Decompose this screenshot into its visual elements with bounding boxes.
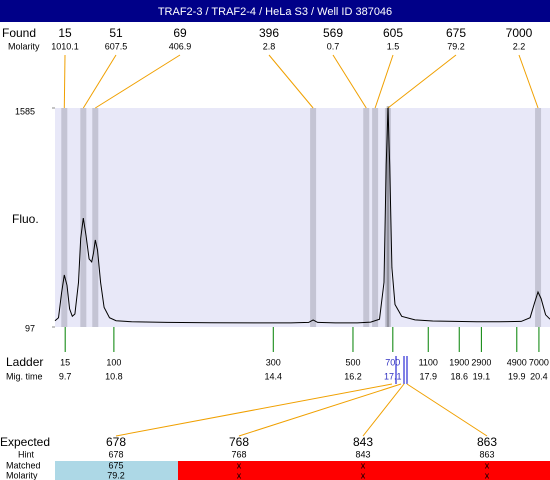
found-molarity: 2.2 <box>513 41 526 51</box>
found-molarity: 406.9 <box>169 41 192 51</box>
found-molarity: 2.8 <box>263 41 276 51</box>
peak-band <box>61 108 68 327</box>
hint-value: 863 <box>479 449 494 459</box>
expected-connector <box>406 383 488 437</box>
matched-molarity: x <box>361 470 366 480</box>
expected-label: Expected <box>0 435 50 449</box>
ladder-size: 15 <box>60 357 70 367</box>
peak-connector <box>95 54 181 109</box>
matched-value: x <box>237 460 242 470</box>
found-molarity: 1010.1 <box>51 41 79 51</box>
ladder-size: 1900 <box>449 357 469 367</box>
found-size: 396 <box>259 26 279 40</box>
peak-connector <box>332 54 367 109</box>
peak-connector <box>82 54 117 109</box>
expected-size: 863 <box>477 435 497 449</box>
found-size: 569 <box>323 26 343 40</box>
found-size: 51 <box>109 26 123 40</box>
hint-value: 678 <box>108 449 123 459</box>
found-molarity: 79.2 <box>447 41 465 51</box>
ladder-size: 700 <box>385 357 400 367</box>
ladder-time: 19.9 <box>508 371 526 381</box>
expected-size: 678 <box>106 435 126 449</box>
ladder-time: 20.4 <box>530 371 548 381</box>
ladder-size: 500 <box>345 357 360 367</box>
matched-molarity: x <box>237 470 242 480</box>
title-bar <box>0 0 550 22</box>
ladder-time: 17.1 <box>384 371 402 381</box>
found-size: 15 <box>58 26 72 40</box>
chart-title: TRAF2-3 / TRAF2-4 / HeLa S3 / Well ID 38… <box>158 6 392 18</box>
mig-time-label: Mig. time <box>6 371 43 381</box>
y-tick-label: 97 <box>25 323 35 333</box>
ladder-time: 17.9 <box>419 371 437 381</box>
ladder-time: 10.8 <box>105 371 123 381</box>
ladder-time: 14.4 <box>265 371 283 381</box>
expected-connector <box>238 383 402 437</box>
matched-label: Matched <box>6 460 41 470</box>
matched-cell <box>55 461 178 480</box>
found-size: 605 <box>383 26 403 40</box>
matched-value: x <box>485 460 490 470</box>
peak-connector <box>374 54 394 109</box>
peak-band <box>92 108 99 327</box>
peak-band <box>310 108 317 327</box>
expected-molarity-label: Molarity <box>6 470 38 480</box>
ladder-size: 1100 <box>419 357 438 367</box>
peak-connector <box>518 54 539 109</box>
peak-connector <box>268 54 314 109</box>
peak-band <box>535 108 542 327</box>
ladder-time: 19.1 <box>473 371 491 381</box>
peak-connector <box>387 54 457 109</box>
molarity-label: Molarity <box>8 41 40 51</box>
peak-band <box>363 108 370 327</box>
found-size: 7000 <box>506 26 533 40</box>
ladder-time: 18.6 <box>450 371 468 381</box>
found-size: 675 <box>446 26 466 40</box>
peak-band <box>372 108 379 327</box>
found-label: Found <box>2 26 36 40</box>
ladder-size: 2900 <box>471 357 491 367</box>
matched-molarity: 79.2 <box>107 470 125 480</box>
plot-layer <box>61 108 542 327</box>
peak-band <box>80 108 87 327</box>
hint-value: 843 <box>355 449 370 459</box>
expected-size: 768 <box>229 435 249 449</box>
expected-connector <box>115 383 393 437</box>
unmatched-cells <box>178 461 550 480</box>
found-size: 69 <box>173 26 187 40</box>
hint-value: 768 <box>231 449 246 459</box>
hint-label: Hint <box>18 449 35 459</box>
matched-value: x <box>361 460 366 470</box>
ladder-label: Ladder <box>6 355 43 369</box>
peak-connector <box>63 54 66 109</box>
y-tick-label: 1585 <box>15 106 35 116</box>
ladder-size: 100 <box>106 357 121 367</box>
matched-molarity: x <box>485 470 490 480</box>
ladder-size: 7000 <box>529 357 549 367</box>
plot-area <box>55 108 550 327</box>
peak-band <box>384 108 391 327</box>
ladder-size: 4900 <box>507 357 527 367</box>
expected-size: 843 <box>353 435 373 449</box>
ladder-time: 9.7 <box>59 371 72 381</box>
trace <box>54 107 550 324</box>
found-molarity: 1.5 <box>387 41 400 51</box>
ladder-size: 300 <box>266 357 281 367</box>
found-molarity: 0.7 <box>327 41 340 51</box>
expected-connector <box>362 383 405 437</box>
ladder-time: 16.2 <box>344 371 362 381</box>
matched-value: 675 <box>108 460 123 470</box>
found-molarity: 607.5 <box>105 41 128 51</box>
y-axis-label: Fluo. <box>12 212 39 226</box>
